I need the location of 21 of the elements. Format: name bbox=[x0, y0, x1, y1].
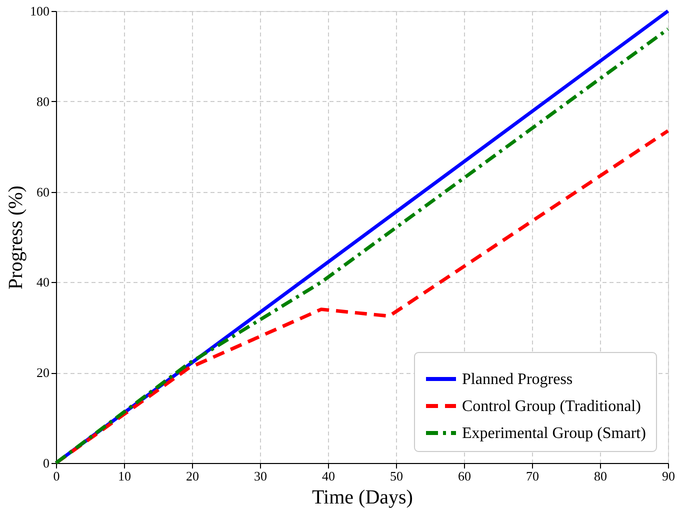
y-tick-label: 0 bbox=[43, 456, 50, 470]
x-tick-label: 70 bbox=[526, 468, 539, 484]
x-tick-label: 20 bbox=[186, 468, 199, 484]
x-tick-label: 40 bbox=[322, 468, 335, 484]
y-tick-label: 100 bbox=[30, 4, 50, 18]
legend-label: Planned Progress bbox=[462, 371, 573, 388]
x-tick-label: 50 bbox=[390, 468, 403, 484]
x-tick-label: 30 bbox=[254, 468, 267, 484]
y-tick-label: 60 bbox=[36, 184, 50, 200]
x-tick-label: 60 bbox=[458, 468, 471, 484]
legend-label: Control Group (Traditional) bbox=[462, 398, 641, 415]
x-tick-label: 80 bbox=[594, 468, 607, 484]
y-tick-label: 40 bbox=[36, 274, 50, 290]
x-tick-label: 90 bbox=[662, 468, 675, 484]
x-tick-label: 0 bbox=[53, 468, 60, 484]
x-tick-label: 10 bbox=[118, 468, 131, 484]
y-tick-label: 80 bbox=[36, 94, 50, 109]
y-tick-label: 20 bbox=[36, 365, 50, 380]
y-axis-title: Progress (%) bbox=[5, 186, 27, 290]
x-axis-title: Time (Days) bbox=[312, 486, 413, 508]
legend-label: Experimental Group (Smart) bbox=[462, 425, 646, 442]
